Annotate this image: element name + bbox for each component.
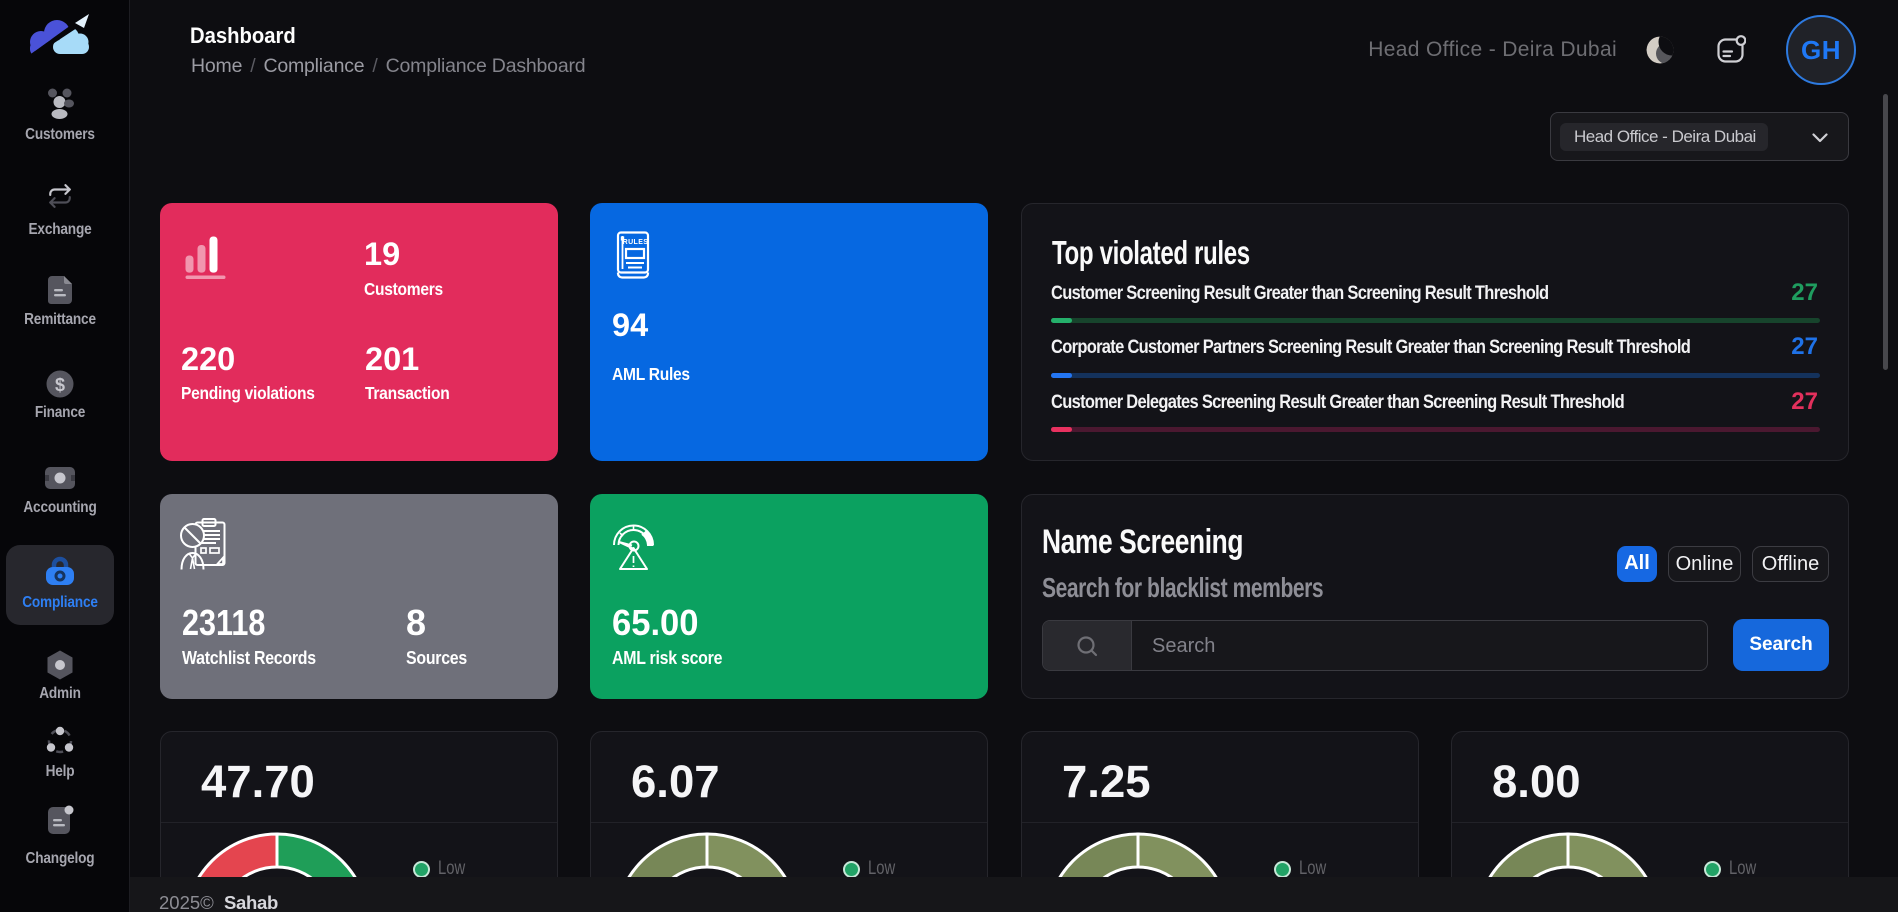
svg-text:$: $ <box>55 375 65 395</box>
svg-text:RULES: RULES <box>623 239 649 246</box>
